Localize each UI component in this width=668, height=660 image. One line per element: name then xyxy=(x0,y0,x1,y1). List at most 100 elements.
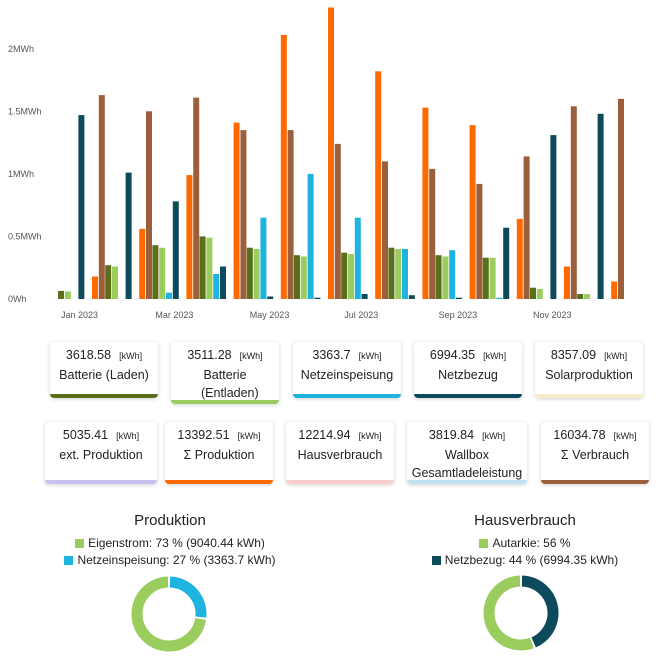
bar[interactable] xyxy=(530,287,536,299)
bar[interactable] xyxy=(422,107,429,299)
stat-card-netzbezug: 6994.35 [kWh] Netzbezug xyxy=(414,342,522,398)
bar[interactable] xyxy=(496,297,503,299)
legend-swatch xyxy=(479,539,489,548)
bar[interactable] xyxy=(58,290,64,299)
bar[interactable] xyxy=(98,95,105,299)
card-color-bar xyxy=(45,480,157,484)
bar[interactable] xyxy=(348,254,354,299)
card-unit: [kWh] xyxy=(358,351,382,361)
card-label: Netzeinspeisung xyxy=(300,368,394,382)
card-label: Batterie (Laden) xyxy=(59,368,149,382)
bar[interactable] xyxy=(341,252,348,299)
card-color-bar xyxy=(286,480,394,484)
bar[interactable] xyxy=(388,247,395,299)
bar[interactable] xyxy=(213,274,220,299)
bar[interactable] xyxy=(354,217,361,299)
bar[interactable] xyxy=(584,294,590,299)
donut-slice-eigenstrom[interactable] xyxy=(131,576,207,652)
bar[interactable] xyxy=(456,297,462,299)
bar[interactable] xyxy=(92,276,98,300)
card-color-bar xyxy=(414,394,522,398)
bar[interactable] xyxy=(64,291,71,300)
bar[interactable] xyxy=(307,173,314,299)
bar[interactable] xyxy=(112,266,118,300)
bar[interactable] xyxy=(361,294,368,299)
stat-card-solarproduktion: 8357.09 [kWh] Solarproduktion xyxy=(535,342,643,398)
y-tick-label: 2MWh xyxy=(8,44,34,54)
bar[interactable] xyxy=(516,218,523,299)
hausverbrauch-donut-chart xyxy=(483,575,559,651)
bar[interactable] xyxy=(253,249,260,299)
bar[interactable] xyxy=(300,256,307,300)
monthly-energy-chart: 0Wh 0.5MWh 1MWh 1.5MWh 2MWh Jan 2023 Mar 2023… xyxy=(8,7,624,320)
bar[interactable] xyxy=(550,135,557,299)
bar[interactable] xyxy=(523,156,530,299)
donut-slice-netzbezug[interactable] xyxy=(521,575,559,648)
bar[interactable] xyxy=(435,255,442,299)
bar[interactable] xyxy=(193,97,200,299)
bar[interactable] xyxy=(280,35,287,299)
bar[interactable] xyxy=(375,71,382,299)
bar[interactable] xyxy=(314,297,321,299)
bar[interactable] xyxy=(233,122,240,299)
card-value: 16034.78 xyxy=(553,428,606,442)
stat-card-ext-produktion: 5035.41 [kWh] ext. Produktion xyxy=(45,422,157,484)
bar[interactable] xyxy=(395,249,402,299)
bar[interactable] xyxy=(287,130,294,299)
bar[interactable] xyxy=(597,113,604,299)
card-label: Hausverbrauch xyxy=(297,448,383,462)
bar[interactable] xyxy=(220,266,226,300)
donut-slice-netzeinspeisung[interactable] xyxy=(169,576,207,618)
bar[interactable] xyxy=(159,247,166,299)
card-unit: [kWh] xyxy=(237,431,261,441)
bar[interactable] xyxy=(402,249,408,299)
card-value: 3819.84 xyxy=(428,428,475,442)
bar[interactable] xyxy=(476,183,483,299)
bar[interactable] xyxy=(294,255,300,299)
card-unit: [kWh] xyxy=(483,351,507,361)
bar[interactable] xyxy=(105,265,112,299)
bar[interactable] xyxy=(246,247,253,299)
bar[interactable] xyxy=(408,295,415,299)
donut-slice-autarkie[interactable] xyxy=(483,575,534,651)
hausverbrauch-summary: Hausverbrauch Autarkie: 56 % Netzbezug: … xyxy=(410,512,640,569)
bar[interactable] xyxy=(267,296,274,300)
bar[interactable] xyxy=(146,111,152,299)
bar[interactable] xyxy=(260,217,267,299)
bar[interactable] xyxy=(186,175,193,299)
hausverbrauch-legend-autarkie: Autarkie: 56 % xyxy=(410,535,640,552)
bar[interactable] xyxy=(206,237,213,299)
bar[interactable] xyxy=(429,168,436,299)
bar[interactable] xyxy=(442,256,449,300)
legend-label: Eigenstrom: 73 % (9040.44 kWh) xyxy=(88,536,265,550)
bar[interactable] xyxy=(489,257,496,299)
bar[interactable] xyxy=(577,294,584,299)
bar[interactable] xyxy=(618,98,624,299)
bar[interactable] xyxy=(469,125,476,299)
bar[interactable] xyxy=(482,257,489,299)
bar[interactable] xyxy=(240,130,247,299)
card-label: Σ Verbrauch xyxy=(560,448,630,462)
bar[interactable] xyxy=(564,266,570,300)
bar[interactable] xyxy=(125,172,132,299)
bar[interactable] xyxy=(166,292,172,299)
legend-label: Netzbezug: 44 % (6994.35 kWh) xyxy=(444,553,619,567)
card-color-bar xyxy=(50,394,158,398)
bar[interactable] xyxy=(536,289,543,299)
bar[interactable] xyxy=(78,115,85,299)
card-unit: [kWh] xyxy=(358,431,382,441)
card-label: Σ Produktion xyxy=(183,448,255,462)
card-unit: [kWh] xyxy=(604,351,628,361)
bar[interactable] xyxy=(139,228,146,299)
bar[interactable] xyxy=(334,143,341,299)
bar[interactable] xyxy=(152,245,159,299)
bar[interactable] xyxy=(503,227,510,299)
bar[interactable] xyxy=(382,161,388,299)
bar[interactable] xyxy=(449,250,456,299)
bar[interactable] xyxy=(611,281,618,300)
legend-label: Autarkie: 56 % xyxy=(492,536,571,550)
bar[interactable] xyxy=(328,7,334,300)
bar[interactable] xyxy=(172,201,179,299)
bar[interactable] xyxy=(199,236,206,299)
bar[interactable] xyxy=(570,106,577,299)
